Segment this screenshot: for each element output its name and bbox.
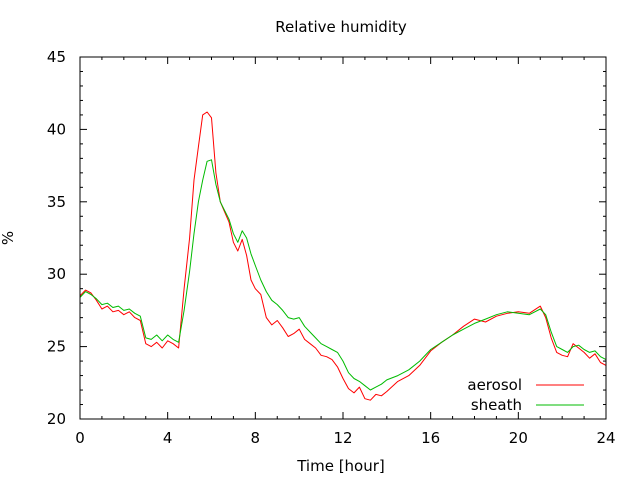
legend-label-sheath: sheath xyxy=(471,396,522,414)
y-tick-label: 35 xyxy=(47,193,66,211)
x-tick-label: 16 xyxy=(421,429,440,447)
x-tick-label: 4 xyxy=(163,429,173,447)
series-line-sheath xyxy=(79,159,607,391)
legend-label-aerosol: aerosol xyxy=(467,376,522,394)
x-tick-label: 24 xyxy=(596,429,615,447)
x-tick-label: 12 xyxy=(333,429,352,447)
y-tick-label: 20 xyxy=(47,410,66,428)
x-tick-label: 0 xyxy=(75,429,85,447)
y-tick-label: 30 xyxy=(47,265,66,283)
legend: aerosol sheath xyxy=(467,376,584,414)
axes: 0 4 8 12 16 20 24 20 25 30 35 40 45 xyxy=(47,48,616,447)
chart-title: Relative humidity xyxy=(275,18,407,36)
y-tick-label: 40 xyxy=(47,120,66,138)
plot-frame xyxy=(79,56,607,420)
series-line-aerosol xyxy=(79,111,607,401)
plot-series xyxy=(79,111,607,401)
x-tick-label: 20 xyxy=(509,429,528,447)
y-axis-label: % xyxy=(0,231,17,245)
x-tick-label: 8 xyxy=(251,429,261,447)
y-tick-label: 45 xyxy=(47,48,66,66)
x-axis-label: Time [hour] xyxy=(296,457,385,475)
y-tick-label: 25 xyxy=(47,338,66,356)
